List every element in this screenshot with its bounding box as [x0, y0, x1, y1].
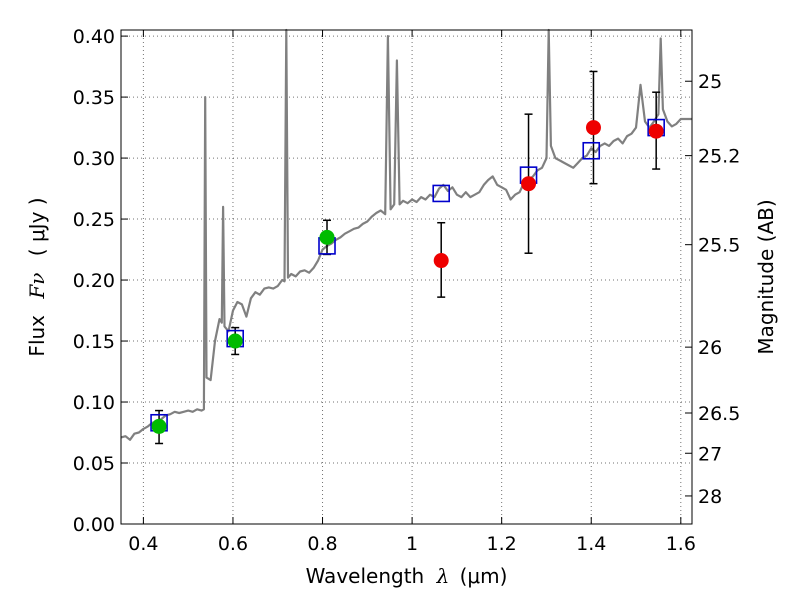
- right-tick-label: 25.2: [698, 146, 740, 168]
- errorbar-layer: [155, 70, 661, 445]
- optical-detection-point: [319, 229, 335, 245]
- spectrum-line: [120, 28, 692, 441]
- model-photometry-layer: [150, 118, 665, 432]
- y-tick-label: 0.40: [73, 26, 115, 48]
- optical-detection-point: [227, 333, 243, 349]
- spectrum-layer: [120, 28, 692, 441]
- y-tick-label: 0.05: [73, 453, 115, 475]
- y-tick-label: 0.00: [73, 514, 115, 536]
- x-tick-label: 1: [406, 533, 418, 555]
- right-tick-label: 26: [698, 337, 722, 359]
- model-photometry-square: [582, 141, 601, 160]
- plot-frame: [120, 29, 693, 525]
- y-tick-label: 0.30: [73, 148, 115, 170]
- optical-detection-point: [151, 418, 167, 434]
- nir-detection-point: [433, 253, 449, 269]
- y-tick-label: 0.15: [73, 331, 115, 353]
- x-tick-labels: 0.4 0.6 0.8 1 1.2 1.4 1.6: [128, 533, 696, 555]
- right-tick-label: 25: [698, 71, 722, 93]
- nir-detection-point: [585, 120, 601, 136]
- x-axis-title: Wavelength λ (μm): [306, 564, 508, 588]
- y-axis-title: Flux Fν ( μJy ): [25, 197, 49, 356]
- x-tick-label: 1.6: [666, 533, 696, 555]
- detection-layer: [151, 120, 664, 434]
- y-tick-label: 0.35: [73, 87, 115, 109]
- y-tick-labels: 0.00 0.05 0.10 0.15 0.20 0.25 0.30 0.35 0.40: [73, 26, 115, 536]
- right-tick-label: 25.5: [698, 235, 740, 257]
- y-tick-label: 0.25: [73, 209, 115, 231]
- y-tick-label: 0.20: [73, 270, 115, 292]
- x-tick-label: 0.6: [218, 533, 248, 555]
- x-tick-label: 0.8: [307, 533, 337, 555]
- x-tick-label: 0.4: [128, 533, 158, 555]
- x-tick-label: 1.2: [487, 533, 517, 555]
- right-tick-label: 26.5: [698, 403, 740, 425]
- right-tick-label: 27: [698, 443, 722, 465]
- nir-detection-point: [648, 123, 664, 139]
- y-tick-label: 0.10: [73, 392, 115, 414]
- right-tick-label: 28: [698, 486, 722, 508]
- x-tick-label: 1.4: [576, 533, 606, 555]
- right-tick-labels: 25 25.2 25.5 26 26.5 27 28: [698, 71, 740, 508]
- tick-layer: [121, 30, 692, 525]
- right-axis-title: Magnitude (AB): [754, 199, 778, 354]
- nir-detection-point: [521, 176, 537, 192]
- model-photometry-square: [432, 184, 451, 203]
